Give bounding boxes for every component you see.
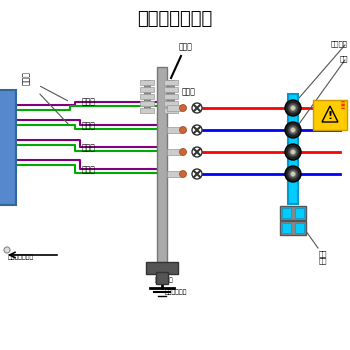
Polygon shape	[322, 106, 338, 122]
Bar	[140, 108, 154, 113]
Circle shape	[288, 125, 298, 135]
Text: 中间承力: 中间承力	[331, 41, 348, 47]
Circle shape	[180, 105, 187, 112]
Bar	[167, 127, 181, 133]
Circle shape	[288, 103, 298, 113]
Bar	[164, 80, 178, 85]
Bar	[167, 171, 181, 177]
Bar	[167, 149, 181, 155]
Circle shape	[290, 105, 295, 111]
Bar	[140, 101, 154, 106]
Bar	[164, 108, 178, 113]
Text: 收紧器: 收紧器	[182, 88, 196, 97]
Circle shape	[180, 148, 187, 155]
Circle shape	[288, 169, 298, 179]
Text: 输入正: 输入正	[82, 144, 96, 153]
Text: 中间
杆顶: 中间 杆顶	[319, 250, 328, 264]
Circle shape	[180, 170, 187, 177]
Bar	[144, 80, 150, 110]
Text: 避雷器: 避雷器	[179, 42, 193, 51]
Circle shape	[192, 147, 202, 157]
Bar	[282, 223, 291, 233]
Text: 电子围栏拓扑图: 电子围栏拓扑图	[137, 10, 213, 28]
Bar	[295, 208, 304, 218]
Circle shape	[192, 169, 202, 179]
Circle shape	[288, 147, 298, 157]
Bar	[140, 87, 154, 92]
Bar	[280, 221, 306, 235]
Circle shape	[285, 166, 301, 182]
Bar	[156, 272, 168, 284]
Circle shape	[180, 126, 187, 133]
Text: 输出正: 输出正	[82, 98, 96, 106]
Circle shape	[290, 149, 295, 154]
Circle shape	[290, 172, 295, 176]
Text: 线线连接器: 线线连接器	[155, 277, 173, 282]
Bar	[280, 206, 306, 220]
Bar	[167, 105, 181, 111]
Bar	[157, 67, 167, 262]
Circle shape	[4, 247, 10, 253]
Bar	[313, 100, 347, 130]
Text: 高压线: 高压线	[22, 71, 31, 85]
Circle shape	[192, 103, 202, 113]
Text: !: !	[328, 111, 332, 121]
Text: 电子
警告: 电子 警告	[341, 101, 346, 110]
Text: 中间: 中间	[340, 56, 348, 62]
Bar	[164, 94, 178, 99]
Bar	[164, 87, 178, 92]
Bar	[0, 90, 16, 205]
Text: 输入负: 输入负	[82, 166, 96, 175]
Text: 强电避雷接地: 强电避雷接地	[165, 289, 188, 295]
Text: 输出负: 输出负	[82, 121, 96, 131]
Bar	[146, 262, 178, 274]
Circle shape	[285, 122, 301, 138]
Circle shape	[285, 100, 301, 116]
Bar	[140, 94, 154, 99]
Bar	[295, 223, 304, 233]
Bar	[168, 80, 174, 110]
Bar	[288, 94, 298, 204]
Text: 弱电及通讯接地: 弱电及通讯接地	[8, 254, 34, 260]
Circle shape	[192, 125, 202, 135]
Bar	[164, 101, 178, 106]
Bar	[282, 208, 291, 218]
Circle shape	[290, 127, 295, 133]
Bar	[140, 80, 154, 85]
Circle shape	[285, 144, 301, 160]
